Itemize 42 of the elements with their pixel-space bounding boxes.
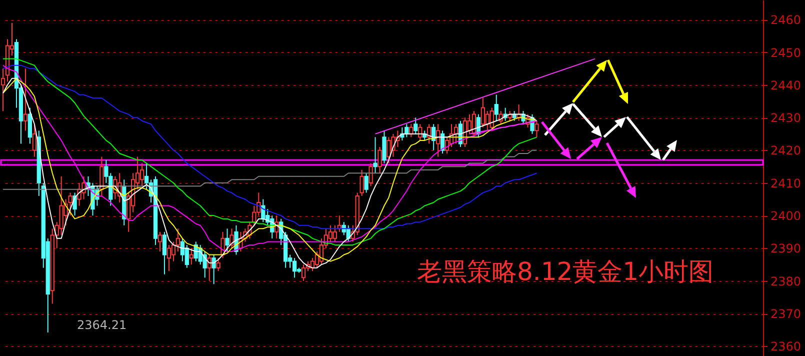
candlestick — [100, 156, 104, 196]
candlestick — [292, 258, 297, 278]
candlestick — [212, 254, 216, 285]
candlestick — [140, 162, 144, 187]
y-tick-label: 2400 — [770, 209, 802, 224]
candlestick — [162, 231, 167, 275]
candlestick — [494, 94, 498, 122]
candlestick — [382, 130, 386, 164]
candlestick — [23, 68, 28, 132]
candlestick — [373, 136, 378, 174]
candlestick — [364, 172, 368, 194]
candlestick — [225, 228, 230, 252]
candlestick — [534, 120, 539, 138]
candlestick — [230, 228, 234, 249]
candlestick — [28, 107, 32, 144]
candlestick — [301, 264, 306, 282]
y-tick-label: 2410 — [770, 176, 802, 190]
candlestick — [378, 146, 382, 174]
y-tick-label: 2360 — [770, 340, 802, 354]
candlestick — [189, 248, 194, 266]
annotation: 2364.21 — [77, 318, 127, 332]
candlestick — [171, 241, 176, 262]
candlestick — [72, 192, 77, 216]
candlestick — [176, 228, 180, 252]
candlestick — [332, 224, 337, 242]
candlestick — [32, 124, 36, 158]
y-tick-label: 2380 — [770, 274, 802, 288]
candlestick — [319, 238, 324, 266]
candlestick — [158, 231, 162, 252]
candlestick — [414, 117, 418, 134]
candlestick — [166, 244, 172, 272]
y-tick-label: 2370 — [770, 307, 802, 322]
y-tick-label: 2440 — [770, 78, 802, 92]
candlestick — [216, 258, 220, 272]
y-tick-label: 2430 — [770, 111, 802, 126]
text: 老黑策略8.12黄金1小时图 — [417, 257, 714, 286]
y-tick-label: 2420 — [770, 144, 802, 158]
y-tick-label: 2390 — [770, 242, 802, 256]
candlestick — [368, 162, 373, 187]
candlestick — [184, 244, 189, 268]
y-tick-label: 2450 — [770, 46, 802, 60]
y-tick-label: 2460 — [770, 13, 802, 28]
